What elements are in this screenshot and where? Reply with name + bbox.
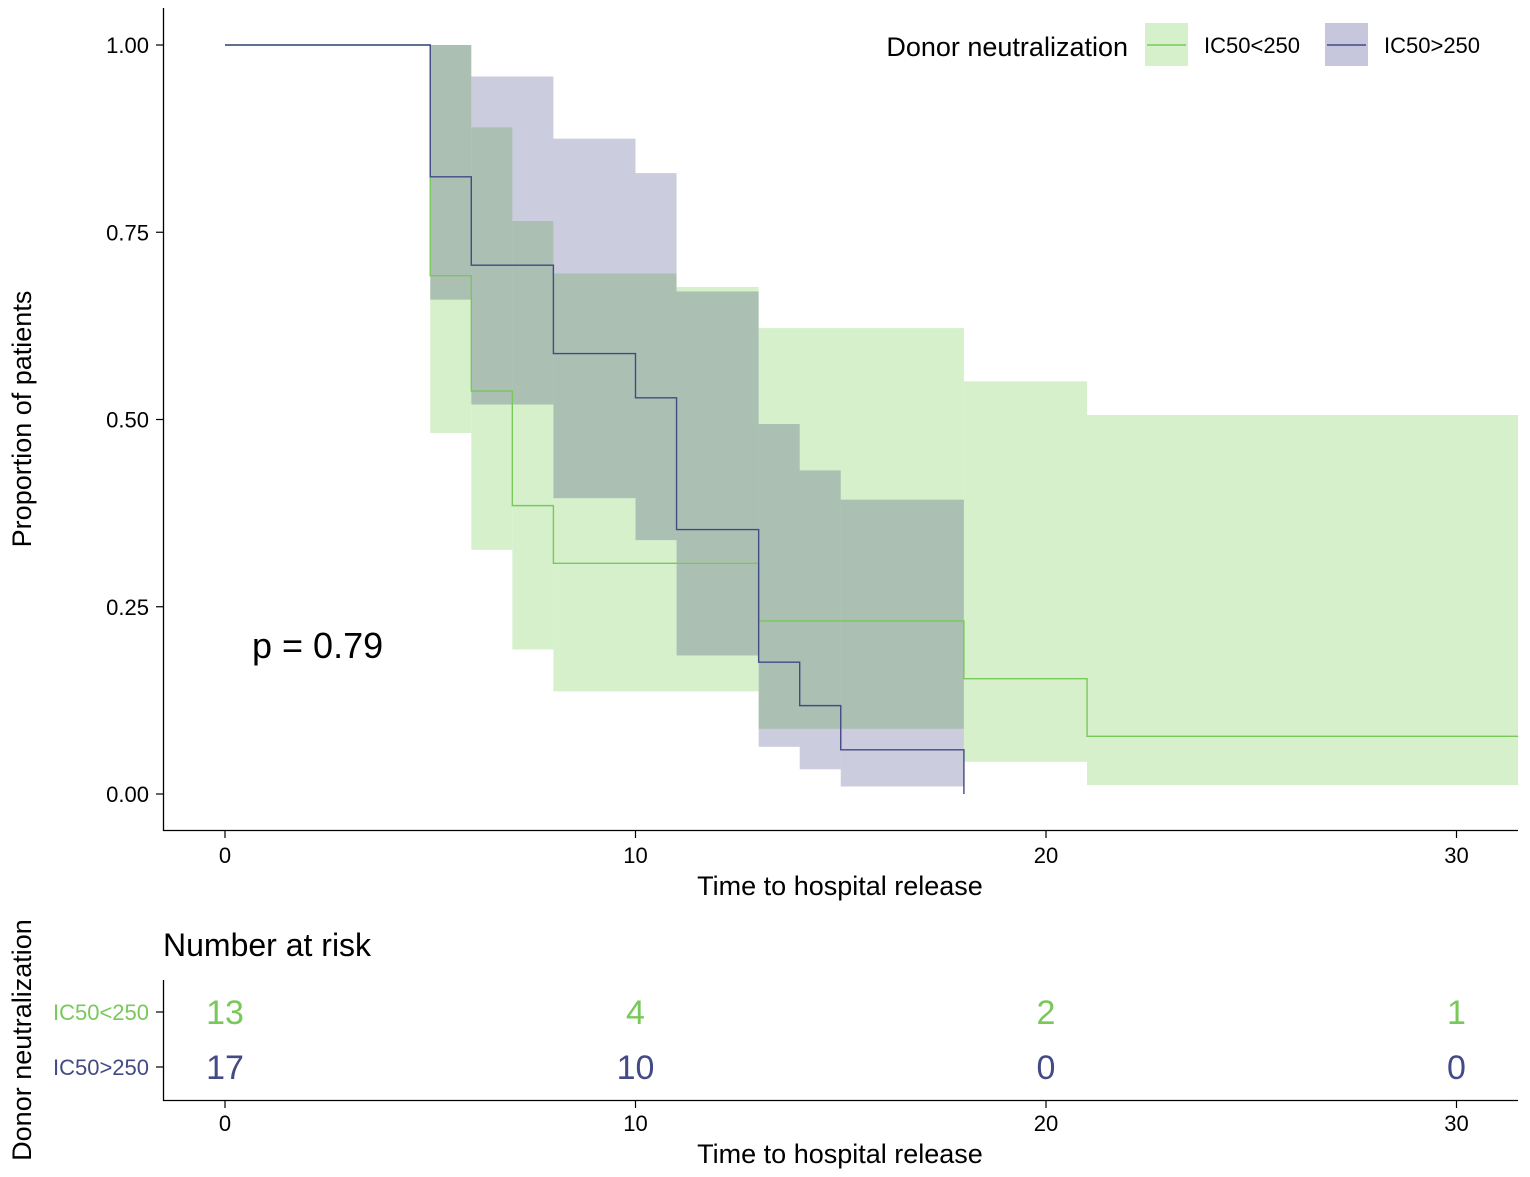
p-value-annotation: p = 0.79 xyxy=(252,625,383,666)
ci-band-ic50-gt-250 xyxy=(676,291,759,656)
risk-x-tick-label: 0 xyxy=(219,1111,231,1136)
risk-x-tick-label: 20 xyxy=(1034,1111,1058,1136)
risk-table-y-axis-title: Donor neutralization xyxy=(7,919,37,1161)
km-x-tick-label: 30 xyxy=(1444,843,1468,868)
km-axes xyxy=(162,8,1518,832)
ci-band-ic50-gt-250 xyxy=(430,45,472,300)
km-y-tick-label: 0.25 xyxy=(106,595,149,620)
km-x-axis-title: Time to hospital release xyxy=(697,871,983,901)
risk-table-title: Number at risk xyxy=(163,927,372,963)
km-plot-panel: 0 10 20 30 0.00 0.25 0.50 0.75 1.00 Time to hos… xyxy=(7,8,1519,901)
km-y-ticks: 0.00 0.25 0.50 0.75 1.00 xyxy=(106,33,163,807)
ci-band-ic50-gt-250 xyxy=(799,470,841,770)
risk-cell-ic50-lt-250: 2 xyxy=(1037,994,1056,1032)
legend-item-ic50-lt-250: IC50<250 xyxy=(1145,23,1300,66)
ci-band-ic50-gt-250 xyxy=(758,423,800,747)
km-y-tick-label: 0.50 xyxy=(106,408,149,433)
risk-cell-ic50-lt-250: 1 xyxy=(1447,994,1466,1032)
survival-curves xyxy=(225,44,1519,794)
risk-cell-ic50-lt-250: 4 xyxy=(626,994,645,1032)
risk-x-ticks: 0 10 20 30 xyxy=(219,1101,1469,1136)
km-x-ticks: 0 10 20 30 xyxy=(219,831,1469,868)
risk-cell-ic50-gt-250: 0 xyxy=(1447,1049,1466,1087)
ci-band-ic50-gt-250 xyxy=(840,499,964,787)
km-x-tick-label: 10 xyxy=(623,843,647,868)
ci-band-ic50-lt-250 xyxy=(1087,415,1519,786)
risk-cell-ic50-gt-250: 17 xyxy=(206,1049,244,1087)
survival-curve-ic50-lt-250 xyxy=(225,44,1519,738)
km-y-tick-label: 0.75 xyxy=(106,220,149,245)
ci-band-ic50-gt-250 xyxy=(553,138,636,499)
ci-band-ic50-lt-250 xyxy=(963,381,1088,762)
risk-cell-ic50-gt-250: 0 xyxy=(1037,1049,1056,1087)
legend: Donor neutralization IC50<250 IC50>250 xyxy=(886,23,1480,66)
legend-label-ic50-gt-250: IC50>250 xyxy=(1384,33,1480,58)
risk-row-label-ic50-gt-250: IC50>250 xyxy=(53,1055,149,1080)
legend-title: Donor neutralization xyxy=(886,32,1128,62)
km-x-tick-label: 0 xyxy=(219,843,231,868)
legend-label-ic50-lt-250: IC50<250 xyxy=(1204,33,1300,58)
risk-x-tick-label: 10 xyxy=(623,1111,647,1136)
ci-band-ic50-gt-250 xyxy=(635,173,677,541)
risk-cell-ic50-gt-250: 10 xyxy=(617,1049,655,1087)
km-x-tick-label: 20 xyxy=(1034,843,1058,868)
risk-row-label-ic50-lt-250: IC50<250 xyxy=(53,1000,149,1025)
risk-x-tick-label: 30 xyxy=(1444,1111,1468,1136)
km-y-tick-label: 1.00 xyxy=(106,33,149,58)
survival-curve-ic50-gt-250 xyxy=(225,44,965,794)
risk-cell-ic50-lt-250: 13 xyxy=(206,994,244,1032)
risk-table-panel: Number at risk Donor neutralization IC50… xyxy=(7,919,1518,1169)
risk-x-axis-title: Time to hospital release xyxy=(697,1139,983,1169)
risk-table-cells: 13 4 2 1 17 10 0 0 xyxy=(206,994,1466,1087)
km-y-tick-label: 0.00 xyxy=(106,782,149,807)
km-y-axis-title: Proportion of patients xyxy=(7,291,37,548)
risk-row-labels: IC50<250 IC50>250 xyxy=(53,1000,163,1080)
confidence-bands xyxy=(430,45,1519,787)
ci-band-ic50-gt-250 xyxy=(471,76,554,405)
legend-item-ic50-gt-250: IC50>250 xyxy=(1325,23,1480,66)
